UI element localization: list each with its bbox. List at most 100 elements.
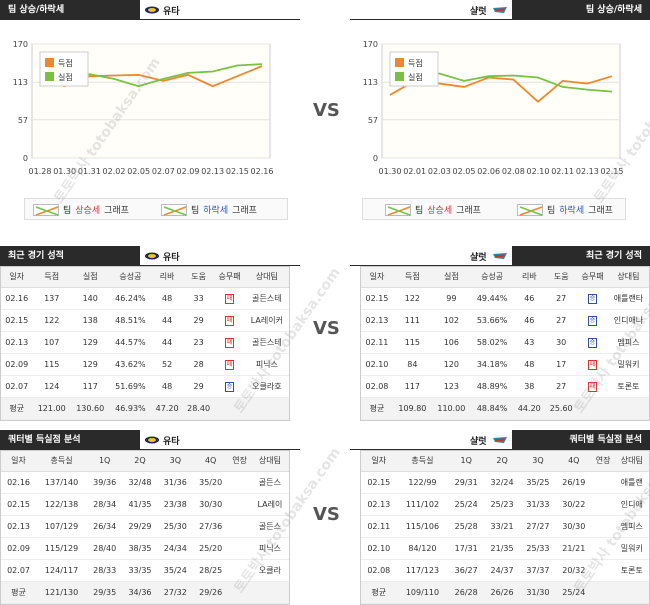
x-tick-label: 01.28: [29, 167, 52, 176]
column-header: 승무패: [214, 267, 245, 288]
table-cell: 121/130: [36, 581, 87, 604]
table-cell: 27: [545, 287, 578, 310]
column-header: 실점: [431, 267, 471, 288]
table-cell: 인디애나: [607, 309, 649, 332]
table-cell: 138: [70, 309, 110, 332]
table-cell: 28/33: [87, 559, 123, 582]
legend-down-suffix-right: 그래프: [588, 206, 613, 216]
recent-line-right: [350, 265, 650, 266]
table-cell: 109.80: [392, 397, 432, 420]
right-team-name-2: 샬럿: [470, 253, 487, 263]
table-cell: 25.60: [545, 397, 578, 420]
table-cell: 111/102: [396, 493, 449, 516]
table-cell: 승: [577, 331, 608, 354]
table-cell: 승: [577, 287, 608, 310]
table-cell: 43: [513, 331, 546, 354]
average-row: 평균 109.80 110.00 48.84% 44.20 25.60: [361, 397, 649, 420]
table-cell: 02.13: [361, 309, 393, 332]
hornets-logo-icon: [493, 253, 507, 259]
table-cell: 02.11: [361, 331, 393, 354]
table-cell: 25/24: [448, 493, 485, 516]
table-cell: 37/37: [520, 559, 556, 582]
table-cell: 35/20: [192, 471, 229, 494]
table-cell: 47.20: [151, 397, 183, 420]
legend-swatch: [395, 58, 404, 67]
win-badge: 승: [588, 337, 598, 348]
table-row: 02.13 111 102 53.66% 46 27 승 인디애나: [361, 309, 649, 332]
table-cell: [614, 581, 649, 604]
y-tick-label: 170: [13, 40, 28, 49]
quarter-line-right: [350, 449, 650, 450]
table-row: 02.09 115/129 28/40 38/35 24/34 25/20 피닉스: [1, 537, 289, 560]
table-cell: 99: [431, 287, 471, 310]
x-tick-label: 02.16: [251, 167, 274, 176]
table-cell: 23/38: [157, 493, 193, 516]
column-header: 리바: [513, 267, 546, 288]
table-cell: 41/35: [122, 493, 158, 516]
table-cell: 43.62%: [109, 353, 152, 376]
legend-up-word: 상승세: [75, 206, 101, 216]
x-tick-label: 02.11: [551, 167, 574, 176]
table-cell: 02.15: [361, 287, 393, 310]
table-cell: [228, 559, 251, 582]
y-tick-label: 0: [23, 154, 28, 163]
table-cell: 46.24%: [109, 287, 152, 310]
table-cell: [228, 471, 251, 494]
legend-up-prefix: 팀: [63, 206, 72, 216]
table-cell: 평균: [361, 397, 393, 420]
table-cell: 멤피스: [614, 515, 649, 538]
table-cell: 피닉스: [250, 537, 289, 560]
up-graph-icon: [385, 203, 411, 216]
x-tick-label: 02.13: [576, 167, 599, 176]
jazz-logo-icon: [145, 252, 159, 260]
table-cell: 24/37: [484, 559, 520, 582]
x-tick-label: 02.05: [453, 167, 476, 176]
column-header: 도움: [182, 267, 215, 288]
legend-swatch: [45, 72, 54, 81]
table-cell: 골든스테: [244, 287, 289, 310]
table-cell: 129: [70, 353, 110, 376]
table-cell: 137/140: [36, 471, 87, 494]
table-row: 02.10 84/120 17/31 21/35 25/33 21/21 밀워키: [361, 537, 649, 560]
table-row: 02.07 124/117 28/33 33/35 35/24 28/25 오클라: [1, 559, 289, 582]
table-cell: 124: [32, 375, 71, 398]
table-cell: 117: [70, 375, 110, 398]
jazz-logo-icon: [145, 436, 159, 444]
table-cell: 30/30: [192, 493, 229, 516]
left-team-name-2: 유타: [163, 253, 180, 263]
table-cell: 24/34: [157, 537, 193, 560]
quarter-line-left: [0, 449, 300, 450]
column-header: 승무패: [577, 267, 608, 288]
table-row: 02.11 115 106 58.02% 43 30 승 멤피스: [361, 331, 649, 354]
right-legend-bar: 팀 상승세 그래프 팀 하락세 그래프: [362, 198, 626, 220]
table-cell: 29/29: [122, 515, 158, 538]
table-cell: 110.00: [431, 397, 471, 420]
table-row: 02.15 122/99 29/31 32/24 35/25 26/19 애틀랜: [361, 471, 649, 494]
table-cell: 33/21: [484, 515, 520, 538]
table-cell: 36/27: [448, 559, 485, 582]
column-header: 연장: [591, 451, 615, 472]
column-header: 일자: [361, 451, 397, 472]
table-cell: 골든스: [250, 515, 289, 538]
table-row: 02.15 122 99 49.44% 46 27 승 애틀랜타: [361, 287, 649, 310]
table-cell: 34.18%: [470, 353, 514, 376]
column-header: 상대팀: [607, 267, 649, 288]
table-cell: 17: [545, 353, 578, 376]
y-tick-label: 170: [363, 40, 378, 49]
table-cell: 02.15: [1, 309, 33, 332]
x-tick-label: 02.05: [127, 167, 150, 176]
table-row: 02.08 117 123 48.89% 38 27 패 토론토: [361, 375, 649, 398]
table-cell: 인디애: [614, 493, 649, 516]
table-cell: 121.00: [32, 397, 71, 420]
table-row: 02.15 122/138 28/34 41/35 23/38 30/30 LA레이: [1, 493, 289, 516]
column-header: 1Q: [87, 451, 123, 472]
hornets-logo-icon: [493, 7, 507, 13]
table-cell: 28/40: [87, 537, 123, 560]
table-cell: 패: [577, 375, 608, 398]
table-cell: 38: [513, 375, 546, 398]
table-cell: 밀워키: [614, 537, 649, 560]
table-cell: 117/123: [396, 559, 449, 582]
column-header: 4Q: [192, 451, 229, 472]
legend-label: 실점: [408, 72, 423, 82]
table-row: 02.13 111/102 25/24 25/23 31/33 30/22 인디애: [361, 493, 649, 516]
